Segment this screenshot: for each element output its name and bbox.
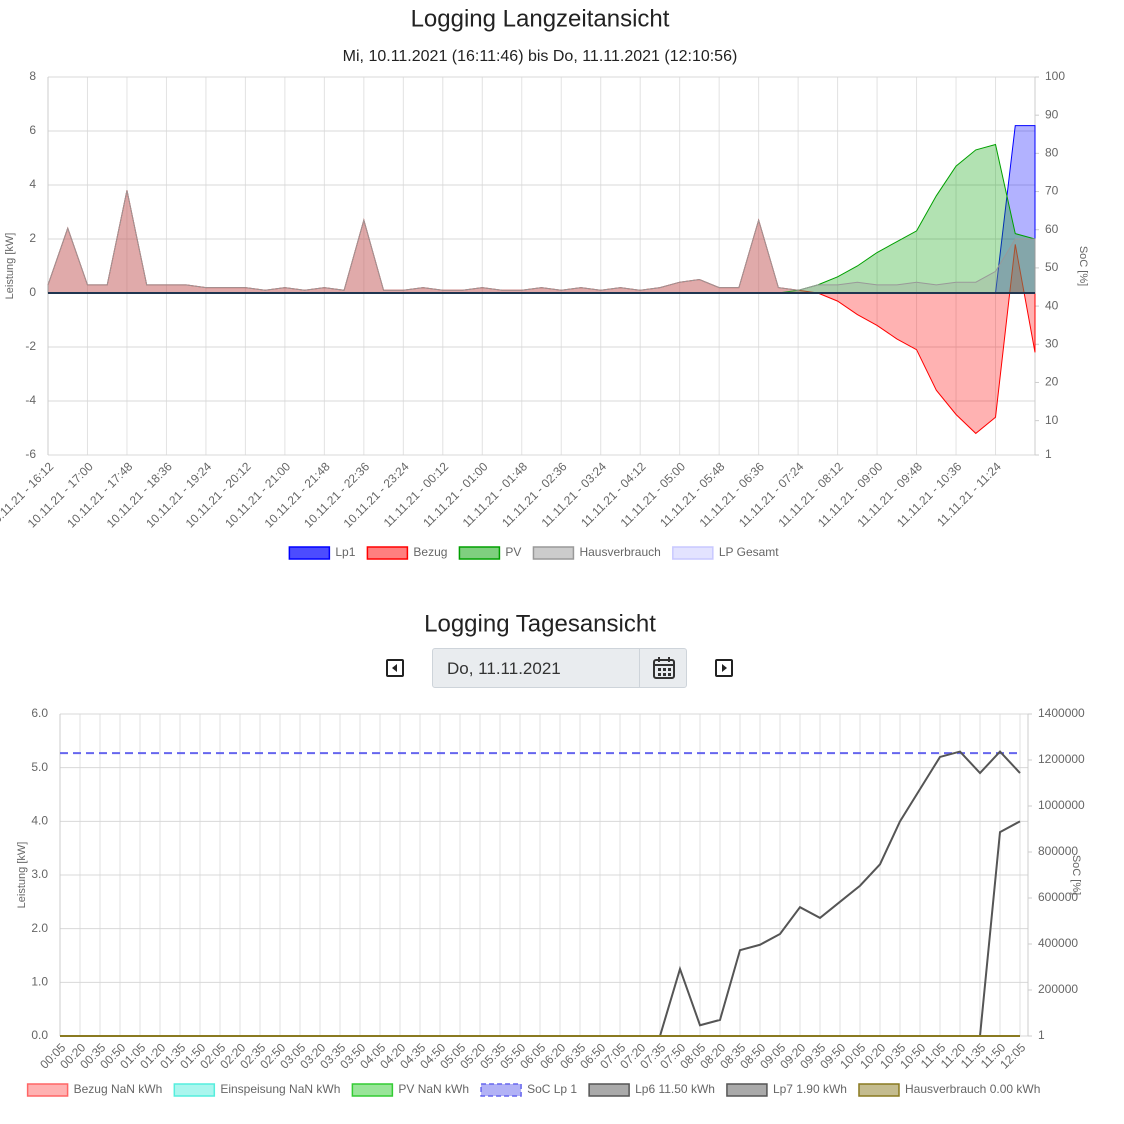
y-tick-label: 4: [29, 177, 36, 191]
legend-label: LP Gesamt: [719, 545, 779, 559]
y-tick-label: 3.0: [31, 867, 48, 881]
legend-label: Lp1: [335, 545, 355, 559]
legend-label: Hausverbrauch 0.00 kWh: [905, 1082, 1040, 1096]
legend-swatch: [351, 1083, 394, 1097]
y-tick-label: 2.0: [31, 921, 48, 935]
prev-day-button[interactable]: [386, 659, 404, 677]
y-axis-label: Leistung [kW]: [16, 842, 28, 909]
prev-icon: [392, 664, 397, 672]
chart-subtitle: Mi, 10.11.2021 (16:11:46) bis Do, 11.11.…: [343, 48, 738, 65]
legend-swatch: [588, 1083, 630, 1097]
legend-label: Lp6 11.50 kWh: [635, 1082, 715, 1096]
y2-tick-label: 1200000: [1038, 752, 1085, 766]
legend-label: Einspeisung NaN kWh: [220, 1082, 340, 1096]
calendar-icon[interactable]: [653, 657, 675, 679]
legend-swatch: [366, 546, 409, 560]
y2-tick-label: 70: [1045, 184, 1059, 198]
y-tick-label: 4.0: [31, 814, 48, 828]
area: [47, 190, 1036, 435]
y-tick-label: 8: [29, 69, 36, 83]
date-text: Do, 11.11.2021: [447, 659, 561, 678]
legend-label: Lp7 1.90 kWh: [773, 1082, 847, 1096]
y-tick-label: -6: [25, 447, 36, 461]
chart-title: Logging Langzeitansicht: [411, 5, 670, 32]
y-tick-label: 0: [29, 285, 36, 299]
y2-tick-label: 10: [1045, 413, 1059, 427]
legend-label: Bezug NaN kWh: [74, 1082, 163, 1096]
next-day-button[interactable]: [715, 659, 733, 677]
y2-axis-label: SoC [%]: [1077, 246, 1089, 286]
legend-label: SoC Lp 1: [527, 1082, 577, 1096]
divider: [639, 649, 640, 687]
y2-tick-label: 40: [1045, 298, 1059, 312]
y2-axis-label: SoC [%]: [1070, 855, 1082, 895]
y-tick-label: 5.0: [31, 760, 48, 774]
area: [47, 190, 1036, 294]
legend-swatch: [726, 1083, 768, 1097]
y2-tick-label: 600000: [1038, 890, 1078, 904]
y-tick-label: 1.0: [31, 975, 48, 989]
legend-swatch: [480, 1083, 522, 1097]
y2-tick-label: 90: [1045, 107, 1059, 121]
y2-tick-label: 800000: [1038, 844, 1078, 858]
legend: Bezug NaN kWh Einspeisung NaN kWh PV NaN k…: [26, 1082, 1040, 1097]
y-tick-label: 6.0: [31, 706, 48, 720]
y2-tick-label: 100: [1045, 69, 1065, 83]
y-tick-label: 2: [29, 231, 36, 245]
legend-label: PV NaN kWh: [398, 1082, 469, 1096]
y-tick-label: -4: [25, 393, 36, 407]
y-tick-label: 6: [29, 123, 36, 137]
legend-swatch: [532, 546, 575, 560]
y2-tick-label: 1: [1045, 447, 1052, 461]
legend-label: PV: [505, 545, 521, 559]
legend-swatch: [672, 546, 714, 560]
legend-label: Bezug: [413, 545, 447, 559]
legend-swatch: [288, 546, 331, 560]
y2-tick-label: 60: [1045, 222, 1059, 236]
y2-tick-label: 1000000: [1038, 798, 1085, 812]
legend-label: Hausverbrauch: [579, 545, 660, 559]
y2-tick-label: 400000: [1038, 936, 1078, 950]
y2-tick-label: 20: [1045, 375, 1059, 389]
next-icon: [722, 664, 727, 672]
chart-title: Logging Tagesansicht: [424, 610, 656, 637]
date-input[interactable]: Do, 11.11.2021: [432, 648, 687, 688]
legend-swatch: [173, 1083, 216, 1097]
y2-tick-label: 30: [1045, 336, 1059, 350]
y2-tick-label: 200000: [1038, 982, 1078, 996]
legend-swatch: [26, 1083, 69, 1097]
y2-tick-label: 1400000: [1038, 706, 1085, 720]
y-tick-label: 0.0: [31, 1028, 48, 1042]
y2-tick-label: 1: [1038, 1028, 1045, 1042]
y-tick-label: -2: [25, 339, 36, 353]
y2-tick-label: 80: [1045, 146, 1059, 160]
y-axis-label: Leistung [kW]: [4, 233, 16, 300]
area: [48, 143, 1036, 294]
legend-swatch: [858, 1083, 900, 1097]
legend-swatch: [458, 546, 501, 560]
legend: Lp1 Bezug PV Hausverbrauch LP Gesamt: [288, 545, 779, 560]
y2-tick-label: 50: [1045, 260, 1059, 274]
